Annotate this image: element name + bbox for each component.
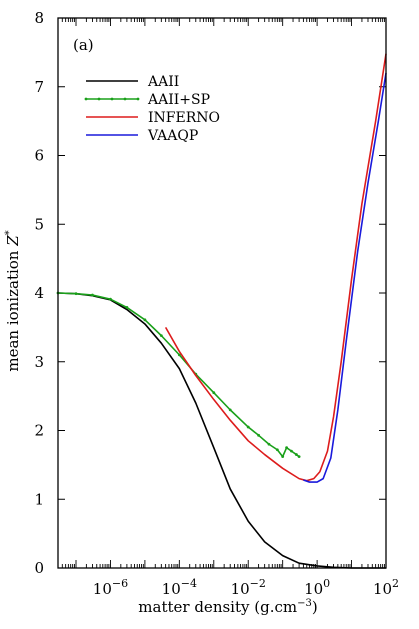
legend-label: AAII [147, 74, 179, 90]
y-tick-label: 5 [34, 215, 44, 233]
series-point-aaii-sp [290, 449, 293, 453]
x-tick-label: 10−2 [231, 577, 266, 598]
y-tick-label: 0 [34, 559, 44, 577]
y-axis-label-text: mean ionization [4, 246, 22, 372]
series-point-aaii-sp [143, 318, 147, 322]
series-point-aaii-sp [177, 353, 181, 357]
y-axis-label-var: Z [4, 235, 22, 247]
y-tick-label: 2 [34, 422, 44, 440]
series-line-vaaqp [303, 72, 387, 483]
x-tick-label: 100 [304, 577, 330, 598]
y-tick-label: 8 [34, 9, 44, 27]
series-point-aaii-sp [297, 455, 301, 459]
series-point-aaii-sp [159, 334, 163, 338]
series-point-aaii-sp [125, 306, 129, 309]
y-tick-label: 1 [34, 490, 44, 508]
panel-label: (a) [73, 36, 94, 54]
legend: AAII AAII+SP INFERNO VAAQP [84, 74, 220, 144]
series-line-aaii-sp [57, 292, 300, 458]
y-axis-label: mean ionization Z* [4, 230, 22, 371]
legend-marker [136, 97, 140, 101]
series-point-aaii-sp [257, 433, 260, 437]
series-point-aaii-sp [267, 442, 271, 446]
series-point-aaii-sp [109, 297, 112, 301]
x-axis-label: matter density (g.cm−3) [138, 598, 317, 616]
y-axis-label-sup: * [4, 230, 15, 235]
legend-label: INFERNO [148, 110, 220, 126]
series-point-aaii-sp [281, 455, 285, 459]
series-point-aaii-sp [294, 453, 298, 456]
legend-marker [123, 97, 127, 101]
series-point-aaii-sp [74, 292, 78, 296]
x-axis-label-text: matter density (g.cm [138, 598, 297, 616]
legend-label: VAAQP [147, 128, 198, 144]
series-point-aaii-sp [212, 391, 216, 395]
legend-label: AAII+SP [147, 92, 210, 108]
x-tick-label: 102 [373, 577, 399, 598]
legend-marker [97, 97, 101, 101]
y-tick-label: 3 [34, 353, 44, 371]
series-point-aaii-sp [228, 408, 232, 412]
plot-frame [57, 17, 387, 569]
x-tick-label: 10−4 [162, 577, 197, 598]
x-tick-label: 10−6 [93, 577, 128, 598]
series-line-aaii [57, 292, 386, 569]
y-tick-label: 7 [34, 78, 44, 96]
legend-marker [84, 97, 88, 101]
series-point-aaii-sp [91, 293, 94, 297]
y-tick-label: 6 [34, 147, 44, 165]
x-axis-label-sup: −3 [297, 598, 312, 609]
y-tick-label: 4 [34, 284, 44, 302]
tick-labels: 0 1 2 3 4 5 6 7 8 10−6 10−4 10−2 100 102 [34, 9, 399, 598]
x-axis-label-close: ) [312, 598, 318, 616]
series-point-aaii-sp [275, 448, 279, 452]
series-layer [56, 53, 387, 569]
axis-ticks [57, 17, 387, 569]
series-point-aaii-sp [246, 425, 250, 429]
legend-marker [110, 97, 114, 101]
series-point-aaii-sp [285, 446, 288, 450]
